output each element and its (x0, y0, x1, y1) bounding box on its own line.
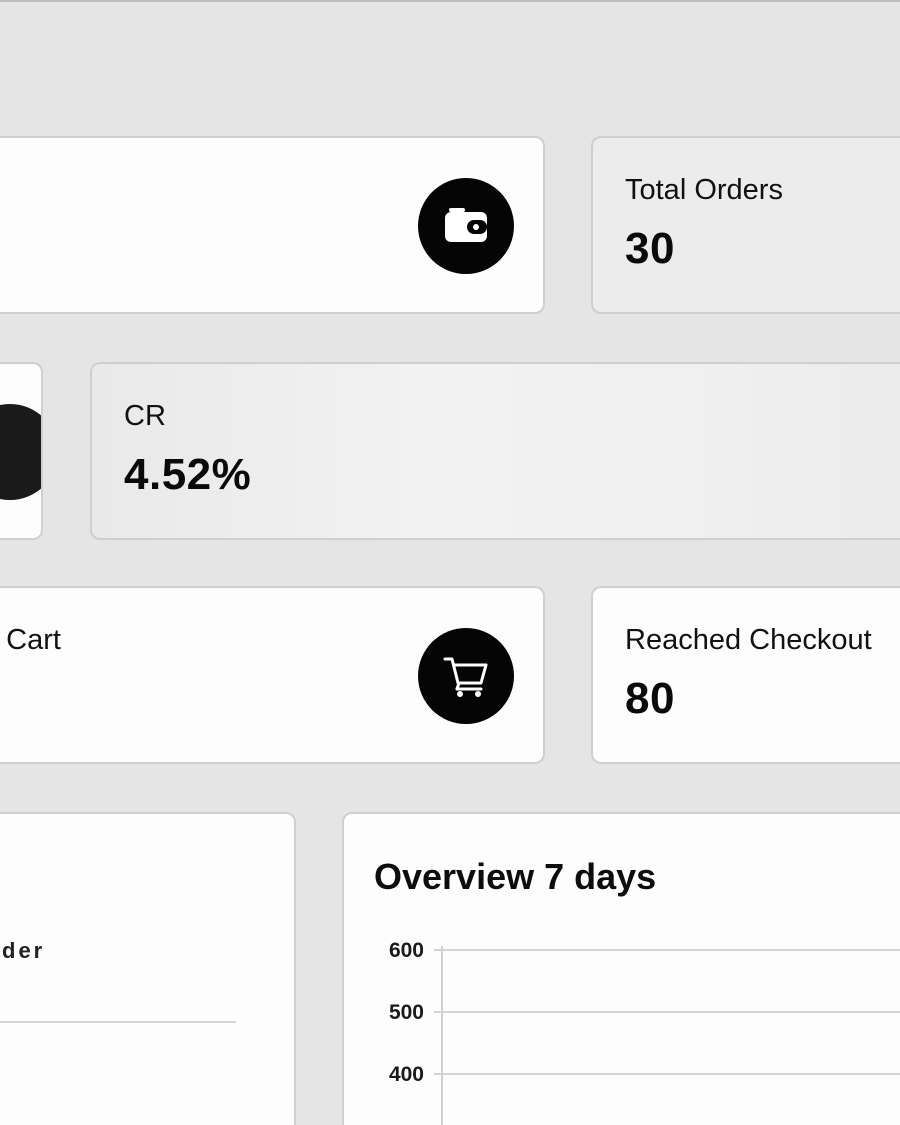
overview-title: Overview 7 days (374, 856, 657, 897)
y-tick-label: 400 (389, 1063, 424, 1086)
wallet-icon (418, 178, 514, 274)
overview-chart: 600 500 400 (389, 939, 900, 1125)
cart-icon (418, 628, 514, 724)
added-to-cart-card[interactable]: o Cart (0, 586, 545, 764)
reached-checkout-card[interactable]: Reached Checkout 80 (591, 586, 900, 764)
reached-checkout-label: Reached Checkout (625, 624, 872, 656)
metric-card-partial[interactable] (0, 362, 43, 540)
cr-label: CR (124, 400, 166, 432)
overview-card: Overview 7 days 600 500 400 (342, 812, 900, 1125)
total-orders-value: 30 (625, 224, 675, 273)
cr-value: 4.52% (124, 450, 252, 499)
reached-checkout-value: 80 (625, 674, 675, 723)
y-tick-label: 600 (389, 939, 424, 962)
total-orders-label: Total Orders (625, 174, 783, 206)
cr-card[interactable]: CR 4.52% (90, 362, 900, 540)
y-tick-label: 500 (389, 1001, 424, 1024)
revenue-card[interactable] (0, 136, 545, 314)
left-panel-label: der (2, 938, 46, 963)
total-orders-card[interactable]: Total Orders 30 (591, 136, 900, 314)
metric-icon (0, 404, 41, 500)
left-panel-divider (0, 1021, 236, 1023)
added-to-cart-label: o Cart (0, 624, 61, 656)
left-panel: der (0, 812, 296, 1125)
top-border (0, 0, 900, 2)
